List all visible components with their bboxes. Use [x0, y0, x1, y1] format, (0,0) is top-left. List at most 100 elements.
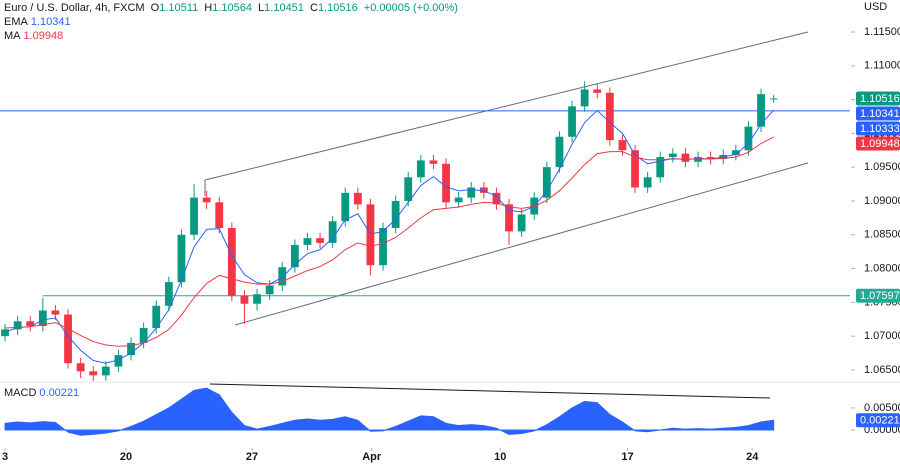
candle-body	[190, 197, 198, 235]
candle-body	[631, 150, 639, 188]
channel-upper	[204, 31, 809, 181]
price-badge-label: 1.07597	[860, 290, 900, 302]
price-badge-label: 1.10516	[860, 93, 900, 105]
candle-body	[744, 126, 753, 151]
candle-body	[618, 140, 627, 151]
candle-body	[517, 214, 526, 232]
channel-lower	[234, 162, 809, 326]
y-tick-label: 1.08500	[864, 229, 900, 241]
ohlc-label: H	[204, 2, 213, 14]
legend-name: MACD	[4, 387, 37, 399]
candle-body	[353, 192, 362, 205]
legend-name: MA	[4, 30, 21, 42]
candle-body	[38, 310, 47, 327]
x-tick-label: 10	[494, 451, 506, 463]
candle-body	[555, 136, 564, 168]
ohlc-value: 1.10511	[159, 2, 199, 14]
x-tick-label: 27	[246, 451, 258, 463]
ohlc-label: C	[309, 2, 318, 14]
change: +0.00005 (+0.00%)	[363, 2, 458, 14]
x-tick-label: 17	[621, 451, 633, 463]
candle-body	[164, 282, 173, 306]
candle-body	[542, 167, 551, 198]
ohlc-value: 1.10516	[317, 2, 358, 14]
candle-body	[404, 177, 413, 201]
price-badge	[856, 121, 900, 136]
legend-macd: MACD 0.00221	[4, 386, 82, 400]
candle-body	[681, 153, 690, 162]
price-badge	[856, 288, 900, 303]
currency-label: USD	[864, 1, 887, 13]
candle-body	[26, 321, 35, 327]
price-badge	[856, 91, 900, 106]
ohlc-label: O	[150, 2, 160, 14]
price-badge-label: 1.10333	[860, 123, 900, 135]
candle-body	[643, 177, 652, 188]
y-tick-label: 1.06500	[864, 364, 900, 376]
x-tick-label: Apr	[362, 451, 382, 463]
header: Euro / U.S. Dollar, 4h, FXCM O1.10511 H1…	[4, 1, 461, 15]
x-tick-label: 24	[746, 451, 759, 463]
candle-body	[442, 163, 450, 203]
candle-body	[757, 94, 765, 127]
candle-body	[139, 328, 148, 343]
price-badge	[856, 136, 900, 151]
price-badge-label: 0.00221	[860, 415, 900, 427]
candle-body	[278, 267, 287, 286]
candle-body	[769, 98, 778, 100]
candle-body	[479, 187, 488, 193]
macd-divergence-line	[209, 383, 771, 399]
candle-body	[1, 329, 9, 337]
candle-body	[51, 310, 60, 315]
y-tick-label: 1.08000	[864, 262, 900, 274]
candle-body	[265, 285, 274, 295]
candle-body	[101, 366, 110, 376]
candle-body	[505, 204, 513, 232]
candle-body	[656, 157, 665, 178]
candle-body	[114, 355, 123, 367]
candle-body	[706, 157, 715, 160]
indicator-line	[5, 136, 774, 347]
ohlc-label: L	[258, 2, 265, 14]
candle-body	[127, 342, 135, 356]
price-badge	[856, 413, 900, 428]
candle-body	[253, 294, 261, 304]
y-tick-label: 1.09000	[864, 195, 900, 207]
candle-body	[391, 200, 400, 229]
candle-body	[593, 89, 602, 93]
indicator-line	[4, 109, 775, 364]
y-tick-label: 1.07000	[864, 330, 900, 342]
candle-body	[316, 238, 324, 243]
legend-value: 1.10341	[30, 16, 71, 28]
legend-value: 0.00221	[39, 387, 80, 399]
candle-body	[366, 204, 375, 266]
y-tick-label: 1.11000	[864, 60, 900, 72]
candle-body	[492, 192, 501, 205]
candle-body	[303, 238, 312, 245]
candle-body	[215, 202, 224, 229]
legend-value: 1.09948	[23, 30, 64, 42]
legend-name: EMA	[4, 16, 28, 28]
x-tick-label: 20	[120, 451, 132, 463]
candle-body	[731, 150, 740, 156]
candle-body	[328, 221, 337, 243]
macd-area	[4, 387, 775, 436]
candle-body	[152, 305, 161, 329]
ohlc-value: 1.10564	[212, 2, 252, 14]
price-badge-label: 1.09948	[860, 138, 900, 150]
candle-body	[568, 106, 576, 137]
legend-ma: MA 1.09948	[4, 29, 66, 43]
candle-body	[454, 197, 463, 203]
candle-body	[429, 160, 438, 164]
candle-body	[668, 153, 677, 158]
candle-body	[240, 295, 249, 304]
price-badge	[856, 106, 900, 121]
candle-body	[379, 228, 387, 266]
candle-body	[202, 197, 211, 203]
candle-body	[341, 192, 350, 222]
legend-ema: EMA 1.10341	[4, 15, 74, 29]
candle-body	[89, 371, 98, 376]
candle-body	[467, 187, 476, 198]
candle-body	[64, 314, 72, 364]
